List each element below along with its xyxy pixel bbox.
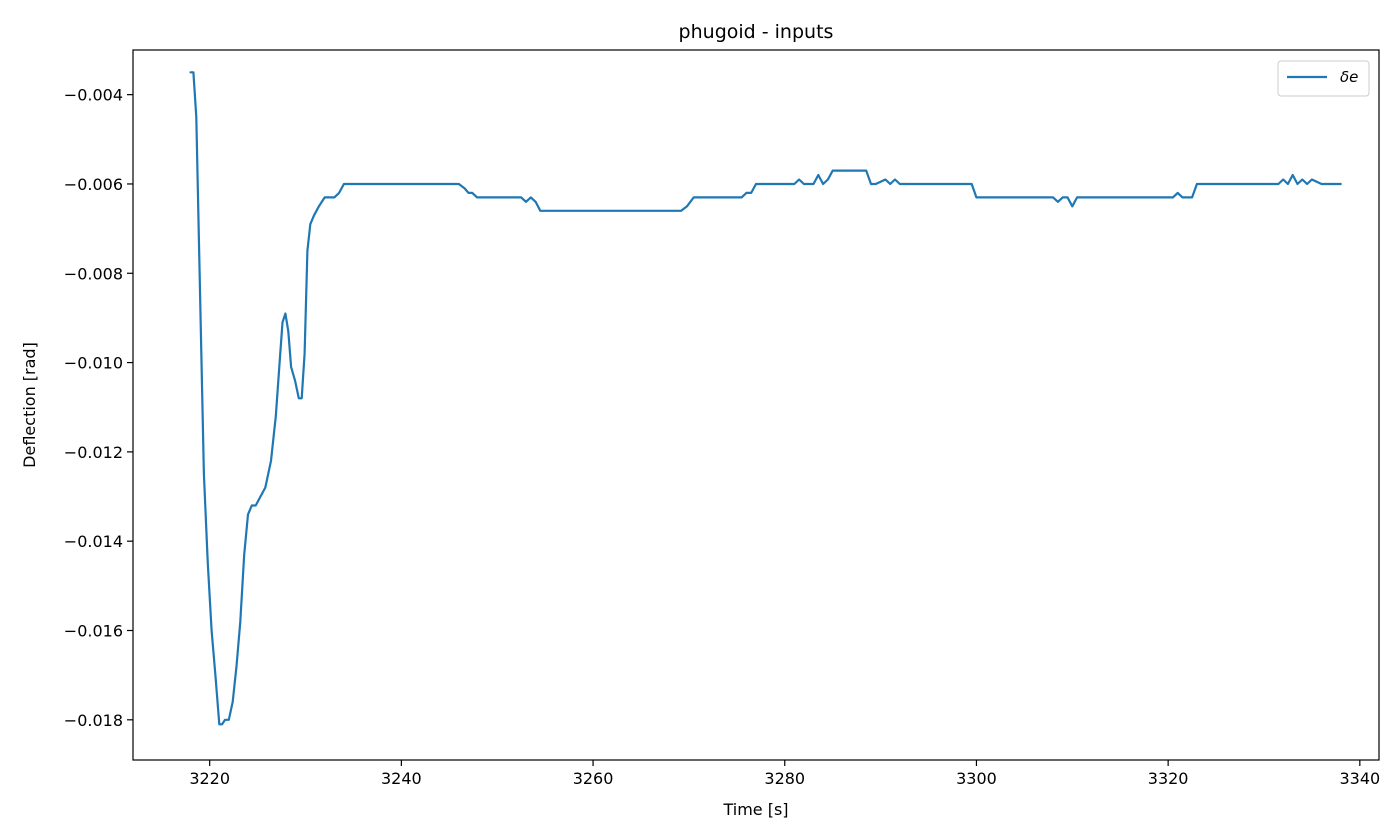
plot-area-frame <box>132 49 1380 761</box>
legend-label: δe <box>1340 68 1358 86</box>
y-tick-label: −0.016 <box>64 622 123 641</box>
series-line-0 <box>189 71 1342 726</box>
y-tick-label: −0.004 <box>64 86 123 105</box>
x-axis-label: Time [s] <box>722 800 788 819</box>
x-tick-label: 3300 <box>956 769 997 788</box>
legend-box <box>1277 60 1370 97</box>
y-tick-label: −0.010 <box>64 354 123 373</box>
x-tick-label: 3240 <box>381 769 422 788</box>
y-tick-label: −0.012 <box>64 443 123 462</box>
chart-title: phugoid - inputs <box>679 21 834 43</box>
x-tick-label: 3220 <box>189 769 230 788</box>
x-axis: 3220 3240 3260 3280 3300 3320 3340 <box>189 760 1380 788</box>
legend: δe <box>1277 60 1370 97</box>
x-tick-label: 3320 <box>1148 769 1189 788</box>
x-tick-label: 3280 <box>764 769 805 788</box>
x-tick-label: 3340 <box>1339 769 1380 788</box>
series-layer <box>189 71 1342 726</box>
y-tick-label: −0.018 <box>64 711 123 730</box>
y-tick-label: −0.014 <box>64 532 123 551</box>
y-axis-label: Deflection [rad] <box>20 342 39 468</box>
x-tick-label: 3260 <box>573 769 614 788</box>
y-tick-label: −0.006 <box>64 175 123 194</box>
y-axis: −0.004 −0.006 −0.008 −0.010 −0.012 −0.014 −0.0… <box>64 86 133 730</box>
y-tick-label: −0.008 <box>64 264 123 283</box>
